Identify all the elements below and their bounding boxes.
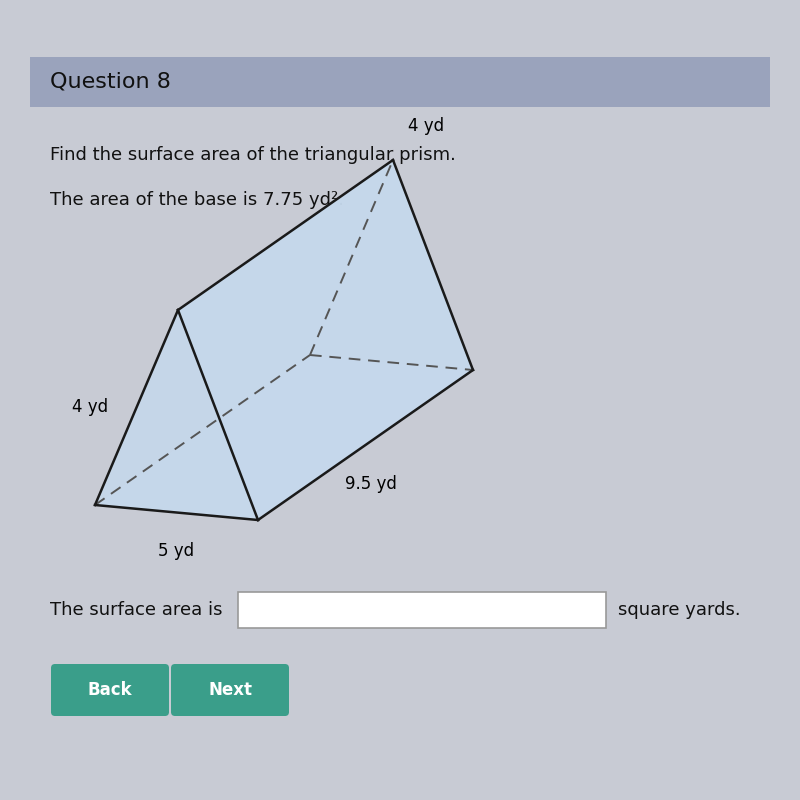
Text: 5 yd: 5 yd [158,542,194,561]
FancyBboxPatch shape [51,664,169,716]
Text: square yards.: square yards. [618,601,741,619]
Text: Question 8: Question 8 [50,72,171,92]
FancyBboxPatch shape [30,57,770,107]
Polygon shape [310,160,473,370]
Polygon shape [178,160,473,520]
Text: Next: Next [208,681,252,699]
Text: 4 yd: 4 yd [72,398,109,417]
Text: The surface area is: The surface area is [50,601,222,619]
Text: Find the surface area of the triangular prism.: Find the surface area of the triangular … [50,146,456,164]
Text: Back: Back [88,681,132,699]
Text: 4 yd: 4 yd [408,117,444,135]
Polygon shape [95,310,258,520]
Text: 9.5 yd: 9.5 yd [345,475,397,493]
Polygon shape [95,160,393,505]
Text: The area of the base is 7.75 yd².: The area of the base is 7.75 yd². [50,191,344,209]
FancyBboxPatch shape [171,664,289,716]
FancyBboxPatch shape [238,592,606,628]
Polygon shape [95,355,473,520]
